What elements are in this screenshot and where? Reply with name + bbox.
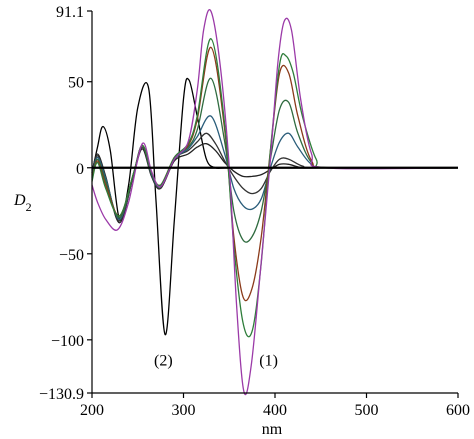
annotation-2: (1) bbox=[259, 353, 278, 370]
y-axis-title-main: D bbox=[13, 192, 26, 209]
y-axis-title: D2 bbox=[13, 192, 32, 214]
x-axis-title: nm bbox=[262, 421, 283, 438]
x-tick-label: 200 bbox=[80, 402, 104, 419]
y-axis-title-sub: 2 bbox=[26, 200, 32, 214]
x-tick-label: 300 bbox=[172, 402, 196, 419]
y-tick-label: −100 bbox=[51, 333, 84, 350]
series-line-6 bbox=[91, 46, 459, 302]
series-line-8 bbox=[91, 9, 459, 396]
series-group bbox=[91, 9, 459, 396]
axes bbox=[91, 11, 458, 394]
y-tick-label: −130.9 bbox=[39, 386, 84, 403]
annotation-1: (2) bbox=[154, 353, 173, 370]
x-tick-label: 500 bbox=[355, 402, 379, 419]
series-line-3 bbox=[91, 132, 459, 222]
series-line-1 bbox=[91, 77, 458, 336]
y-tick-label: −50 bbox=[59, 247, 84, 264]
x-tick-label: 400 bbox=[263, 402, 287, 419]
y-tick-label: 50 bbox=[68, 75, 84, 92]
x-tick-label: 600 bbox=[446, 402, 470, 419]
y-tick-label: 91.1 bbox=[56, 4, 84, 21]
annotations: (2) (1) bbox=[154, 353, 278, 370]
y-tick-label: 0 bbox=[76, 161, 84, 178]
